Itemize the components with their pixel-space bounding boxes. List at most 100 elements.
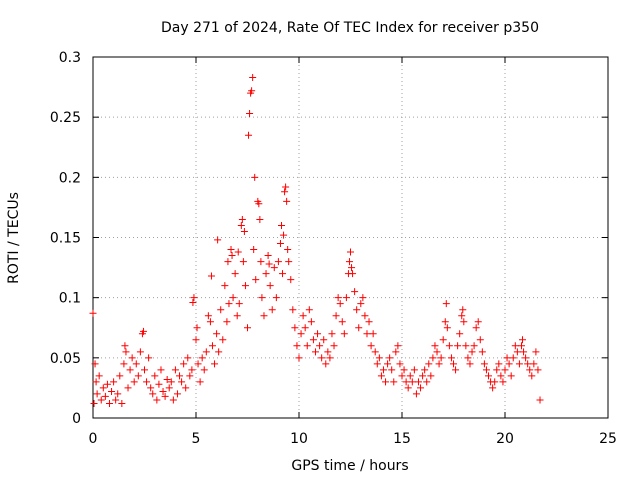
data-point <box>280 231 288 239</box>
data-point <box>472 324 480 332</box>
data-point <box>460 318 468 326</box>
axis-ticks <box>92 56 609 419</box>
data-point <box>421 366 429 374</box>
data-point <box>266 282 274 290</box>
data-point <box>442 300 450 308</box>
data-point <box>299 312 307 320</box>
data-point <box>122 348 130 356</box>
data-point <box>116 372 124 380</box>
data-point <box>338 318 346 326</box>
data-point <box>295 354 303 362</box>
data-point <box>277 221 285 229</box>
data-point <box>318 354 326 362</box>
data-point <box>522 354 530 362</box>
data-point <box>151 372 159 380</box>
data-point <box>173 390 181 398</box>
data-point <box>322 360 330 368</box>
data-point <box>224 258 232 266</box>
x-tick-label: 25 <box>599 431 617 447</box>
y-axis-label: ROTI / TECUs <box>6 192 22 284</box>
data-point <box>361 312 369 320</box>
data-point <box>309 336 317 344</box>
data-point <box>239 258 247 266</box>
data-point <box>159 388 167 396</box>
data-point <box>206 318 214 326</box>
data-point <box>468 348 476 356</box>
data-point <box>196 378 204 386</box>
data-point <box>349 270 357 278</box>
data-point <box>141 366 148 374</box>
data-point <box>118 400 126 408</box>
data-point <box>251 173 259 181</box>
data-point <box>485 372 493 380</box>
data-point <box>332 312 340 320</box>
data-point <box>233 312 241 320</box>
y-tick-label: 0.25 <box>50 110 81 126</box>
data-point <box>270 264 278 272</box>
data-point <box>157 366 165 374</box>
data-point <box>466 360 474 368</box>
data-point <box>97 396 105 404</box>
data-point <box>491 378 499 386</box>
data-point <box>355 324 363 332</box>
data-point <box>163 375 171 383</box>
data-point <box>256 215 264 223</box>
data-point <box>400 366 408 374</box>
data-point <box>410 366 418 374</box>
data-point <box>433 348 441 356</box>
data-point <box>225 300 233 308</box>
data-point <box>193 324 201 332</box>
data-point <box>120 360 128 368</box>
data-point <box>245 131 253 139</box>
data-point <box>365 318 373 326</box>
data-point <box>441 318 449 326</box>
data-point <box>190 294 198 302</box>
data-point <box>336 300 344 308</box>
data-point <box>353 306 361 314</box>
data-point <box>456 330 464 338</box>
data-point <box>345 258 353 266</box>
data-point <box>293 342 301 350</box>
data-point <box>145 354 153 362</box>
data-point <box>301 324 309 332</box>
data-point <box>291 324 299 332</box>
y-tick-label: 0.15 <box>50 231 81 247</box>
data-point <box>464 354 472 362</box>
data-point <box>238 215 246 223</box>
data-point <box>204 312 212 320</box>
data-point <box>262 270 270 278</box>
data-point <box>188 366 196 374</box>
data-point <box>153 396 161 404</box>
data-point <box>412 390 420 398</box>
data-point <box>534 366 542 374</box>
data-point <box>507 372 515 380</box>
data-point <box>340 330 348 338</box>
data-point <box>283 197 291 205</box>
data-point <box>227 246 235 254</box>
data-point <box>423 378 431 386</box>
data-point <box>404 384 412 392</box>
data-point <box>482 366 490 374</box>
data-point <box>178 378 186 386</box>
data-point <box>93 390 101 398</box>
data-point <box>128 354 136 362</box>
data-point <box>214 236 222 244</box>
data-point <box>480 360 488 368</box>
data-point <box>165 384 173 392</box>
data-point <box>443 324 451 332</box>
data-point <box>114 390 122 398</box>
data-point <box>139 327 147 335</box>
data-point <box>207 272 215 280</box>
data-point <box>176 372 184 380</box>
data-point <box>305 306 313 314</box>
y-tick-label: 0.05 <box>50 351 81 367</box>
data-point <box>91 360 99 368</box>
data-point <box>126 366 134 374</box>
data-point <box>497 372 505 380</box>
data-point <box>402 378 410 386</box>
data-point <box>194 360 202 368</box>
data-point <box>351 288 359 296</box>
data-point <box>316 342 324 350</box>
data-point <box>112 396 120 404</box>
data-point <box>265 260 273 268</box>
